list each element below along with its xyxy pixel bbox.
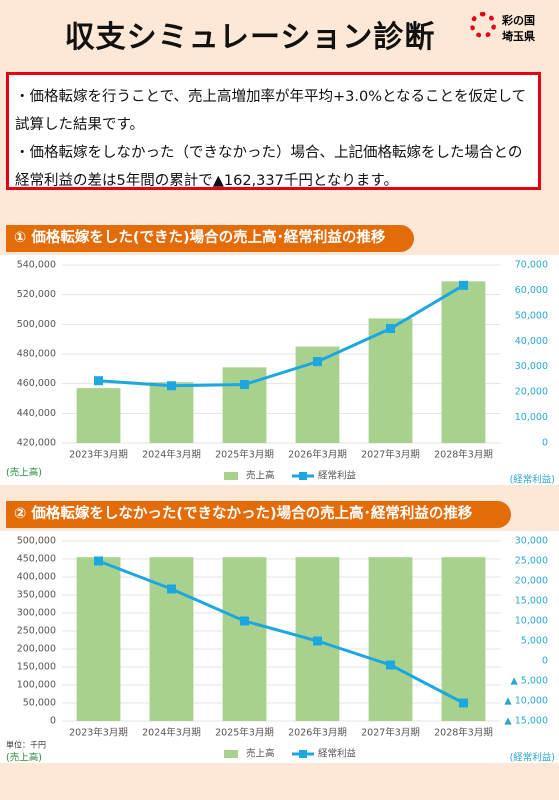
legend-label: 経常利益 <box>318 748 357 760</box>
marker <box>167 381 176 391</box>
y-tick-label: 500,000 <box>17 319 56 330</box>
section-title: ② 価格転嫁をしなかった(できなかった)場合の売上高･経常利益の推移 <box>6 501 511 528</box>
legend-label: 経常利益 <box>318 470 357 482</box>
y2-tick-label: ▲ 5,000 <box>510 676 548 687</box>
y-tick-label: 250,000 <box>17 626 56 637</box>
x-tick-label: 2027年3月期 <box>361 449 420 461</box>
title: 収支シミュレーション診断 <box>64 20 436 55</box>
y-tick-label: 480,000 <box>17 349 56 360</box>
y2-tick-label: 25,000 <box>515 556 548 567</box>
legend-label: 売上高 <box>246 470 275 482</box>
x-tick-label: 2026年3月期 <box>288 727 347 739</box>
y-tick-label: 460,000 <box>17 378 56 389</box>
marker <box>313 636 322 646</box>
bar <box>368 557 413 721</box>
y-tick-label: 100,000 <box>17 680 56 691</box>
y-tick-label: 420,000 <box>17 438 56 449</box>
marker <box>313 357 322 367</box>
y-tick-label: 540,000 <box>17 260 56 271</box>
y2-tick-label: 20,000 <box>515 387 548 398</box>
marker <box>167 584 176 594</box>
y-tick-label: 0 <box>50 716 56 727</box>
y2-tick-label: 30,000 <box>515 536 548 547</box>
y2-tick-label: 0 <box>542 656 548 667</box>
y-tick-label: 300,000 <box>17 608 56 619</box>
line <box>97 559 465 705</box>
x-tick-label: 2025年3月期 <box>215 727 274 739</box>
bar <box>441 557 486 721</box>
notice-item: ・価格転嫁を行うことで、売上高増加率が年平均+3.0%となることを仮定して試算し… <box>15 89 527 133</box>
x-tick-label: 2024年3月期 <box>142 727 201 739</box>
unit-label: 単位：千円 <box>6 740 46 750</box>
y2-tick-label: ▲ 15,000 <box>504 716 548 727</box>
bar <box>368 318 413 443</box>
marker <box>240 616 249 626</box>
legend-swatch <box>299 472 307 480</box>
x-tick-label: 2027年3月期 <box>361 727 420 739</box>
y2-tick-label: 20,000 <box>515 576 548 587</box>
bar <box>222 557 267 721</box>
marker <box>386 660 395 670</box>
legend-label: 売上高 <box>246 748 275 760</box>
y-tick-label: 440,000 <box>17 408 56 419</box>
x-tick-label: 2026年3月期 <box>288 449 347 461</box>
y-tick-label: 50,000 <box>23 698 56 709</box>
y2-tick-label: 70,000 <box>515 260 548 271</box>
logo: 彩の国 埼玉県 <box>470 10 555 46</box>
y-tick-label: 200,000 <box>17 644 56 655</box>
marker <box>459 280 468 290</box>
marker <box>94 376 103 386</box>
marker <box>240 380 249 390</box>
y2-tick-label: 60,000 <box>515 285 548 296</box>
section-title: ① 価格転嫁をした(できた)場合の売上高･経常利益の推移 <box>6 225 414 252</box>
y2-tick-label: 10,000 <box>515 412 548 423</box>
x-tick-label: 2028年3月期 <box>434 449 493 461</box>
y2-tick-label: 5,000 <box>521 636 548 647</box>
y2-tick-label: 10,000 <box>515 616 548 627</box>
legend-swatch <box>224 750 238 758</box>
y2-axis-label: (経常利益) <box>510 474 555 486</box>
chart: 0 50,000 100,000 150,000 200,000 250,000 300,0… <box>0 531 559 763</box>
y2-tick-label: 30,000 <box>515 361 548 372</box>
chart: 420,000 440,000 460,000 480,000 500,000 520,0… <box>0 255 559 485</box>
y2-tick-label: ▲ 10,000 <box>504 696 548 707</box>
marker <box>386 324 395 334</box>
marker <box>94 556 103 566</box>
y2-tick-label: 0 <box>542 438 548 449</box>
logo-mark <box>470 12 496 38</box>
y-tick-label: 500,000 <box>17 536 56 547</box>
notice: ・価格転嫁を行うことで、売上高増加率が年平均+3.0%となることを仮定して試算し… <box>6 72 541 190</box>
bar <box>149 382 194 443</box>
logo-text: 埼玉県 <box>502 30 535 43</box>
notice-item: ・価格転嫁をしなかった（できなかった）場合、上記価格転嫁をした場合との経常利益の… <box>15 145 523 189</box>
y2-axis-label: (経常利益) <box>510 752 555 764</box>
x-tick-label: 2023年3月期 <box>69 727 128 739</box>
y2-tick-label: 50,000 <box>515 310 548 321</box>
y-tick-label: 450,000 <box>17 554 56 565</box>
x-tick-label: 2028年3月期 <box>434 727 493 739</box>
x-tick-label: 2025年3月期 <box>215 449 274 461</box>
y-tick-label: 520,000 <box>17 289 56 300</box>
y2-tick-label: 15,000 <box>515 596 548 607</box>
x-tick-label: 2023年3月期 <box>69 449 128 461</box>
y-tick-label: 150,000 <box>17 662 56 673</box>
bar <box>441 281 486 443</box>
marker <box>459 698 468 708</box>
y-axis-label: (売上高) <box>6 752 42 764</box>
y-axis-label: (売上高) <box>6 467 42 479</box>
bar <box>76 388 121 443</box>
legend-swatch <box>299 750 307 758</box>
y-tick-label: 350,000 <box>17 590 56 601</box>
y2-tick-label: 40,000 <box>515 336 548 347</box>
logo-text: 彩の国 <box>502 14 535 27</box>
bar <box>76 557 121 721</box>
legend-swatch <box>224 472 238 480</box>
y-tick-label: 400,000 <box>17 572 56 583</box>
line <box>98 284 465 388</box>
x-tick-label: 2024年3月期 <box>142 449 201 461</box>
